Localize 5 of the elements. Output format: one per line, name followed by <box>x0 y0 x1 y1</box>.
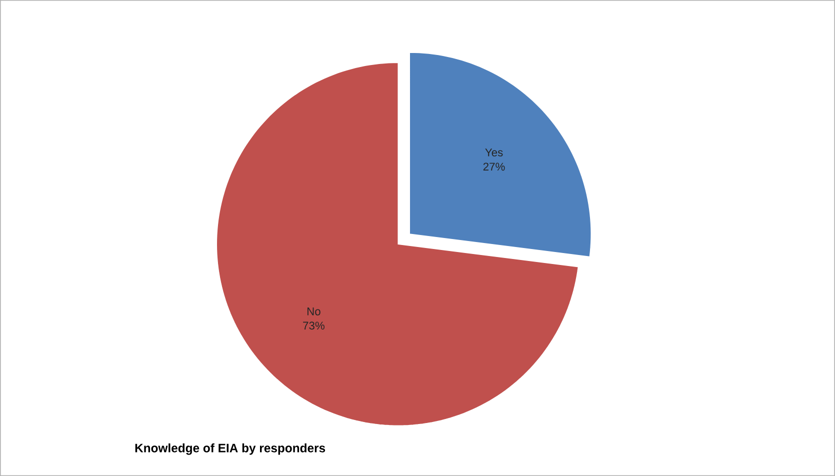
text: Knowledge of EIA by responders <box>135 443 326 455</box>
data-label: 73% <box>303 322 324 330</box>
slice-label: Yes <box>485 148 503 156</box>
data-label: 27% <box>483 162 505 171</box>
slice-label: No <box>307 308 320 316</box>
